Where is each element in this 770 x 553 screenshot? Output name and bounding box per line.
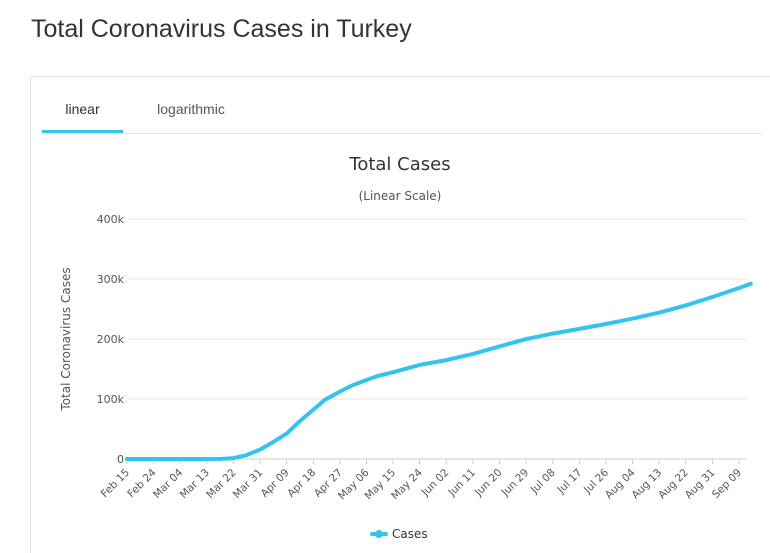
page-title: Total Coronavirus Cases in Turkey	[31, 15, 412, 43]
data-point	[258, 448, 262, 452]
data-point	[749, 282, 753, 286]
data-point	[604, 322, 608, 326]
data-point	[178, 457, 182, 461]
tab-linear[interactable]: linear	[42, 77, 123, 133]
x-tick-label: Jul 08	[528, 467, 558, 497]
data-point	[376, 374, 380, 378]
scale-tabs: linear logarithmic	[42, 77, 762, 134]
x-tick-label: Jun 20	[472, 467, 505, 500]
x-tick-label: Jun 02	[419, 467, 452, 500]
data-point	[231, 456, 235, 460]
data-point	[577, 327, 581, 331]
legend-marker-icon	[375, 530, 383, 538]
data-point	[524, 337, 528, 341]
data-point	[471, 352, 475, 356]
data-point	[285, 432, 289, 436]
data-point	[220, 457, 224, 461]
data-point	[737, 286, 741, 290]
y-tick-label: 300k	[97, 273, 125, 286]
data-point	[391, 370, 395, 374]
data-point	[311, 408, 315, 412]
chart-title: Total Cases	[348, 154, 450, 175]
y-tick-label: 200k	[97, 333, 125, 346]
chart-subtitle: (Linear Scale)	[359, 189, 442, 203]
data-point	[338, 390, 342, 394]
data-point	[350, 384, 354, 388]
data-point	[497, 344, 502, 348]
data-point	[710, 295, 715, 299]
x-tick-label: Apr 18	[285, 467, 318, 500]
x-tick-label: Feb 15	[99, 467, 132, 500]
data-point	[551, 332, 555, 336]
data-point	[270, 441, 274, 445]
data-point	[296, 420, 301, 424]
x-tick-label: Apr 09	[259, 467, 292, 500]
data-point	[364, 378, 369, 382]
x-tick-label: Jun 11	[445, 467, 478, 500]
data-point	[243, 454, 247, 458]
x-tick-label: Jun 29	[499, 467, 532, 500]
x-tick-label: Mar 31	[231, 467, 265, 501]
y-tick-label: 0	[117, 453, 124, 466]
x-tick-label: Sep 09	[710, 467, 744, 501]
data-point	[631, 317, 635, 321]
x-tick-label: Jul 17	[555, 467, 585, 497]
y-axis-label: Total Coronavirus Cases	[59, 267, 73, 411]
y-tick-label: 100k	[97, 393, 125, 406]
y-tick-label: 400k	[97, 213, 125, 226]
series-line-cases	[125, 281, 753, 461]
data-point	[684, 303, 688, 307]
data-point	[444, 358, 448, 362]
legend-label: Cases	[392, 527, 428, 541]
data-point	[205, 457, 209, 461]
data-point	[323, 398, 327, 402]
data-point	[152, 457, 156, 461]
data-point	[125, 457, 129, 461]
tab-logarithmic[interactable]: logarithmic	[157, 101, 225, 117]
data-point	[418, 363, 422, 367]
data-point	[657, 311, 661, 315]
